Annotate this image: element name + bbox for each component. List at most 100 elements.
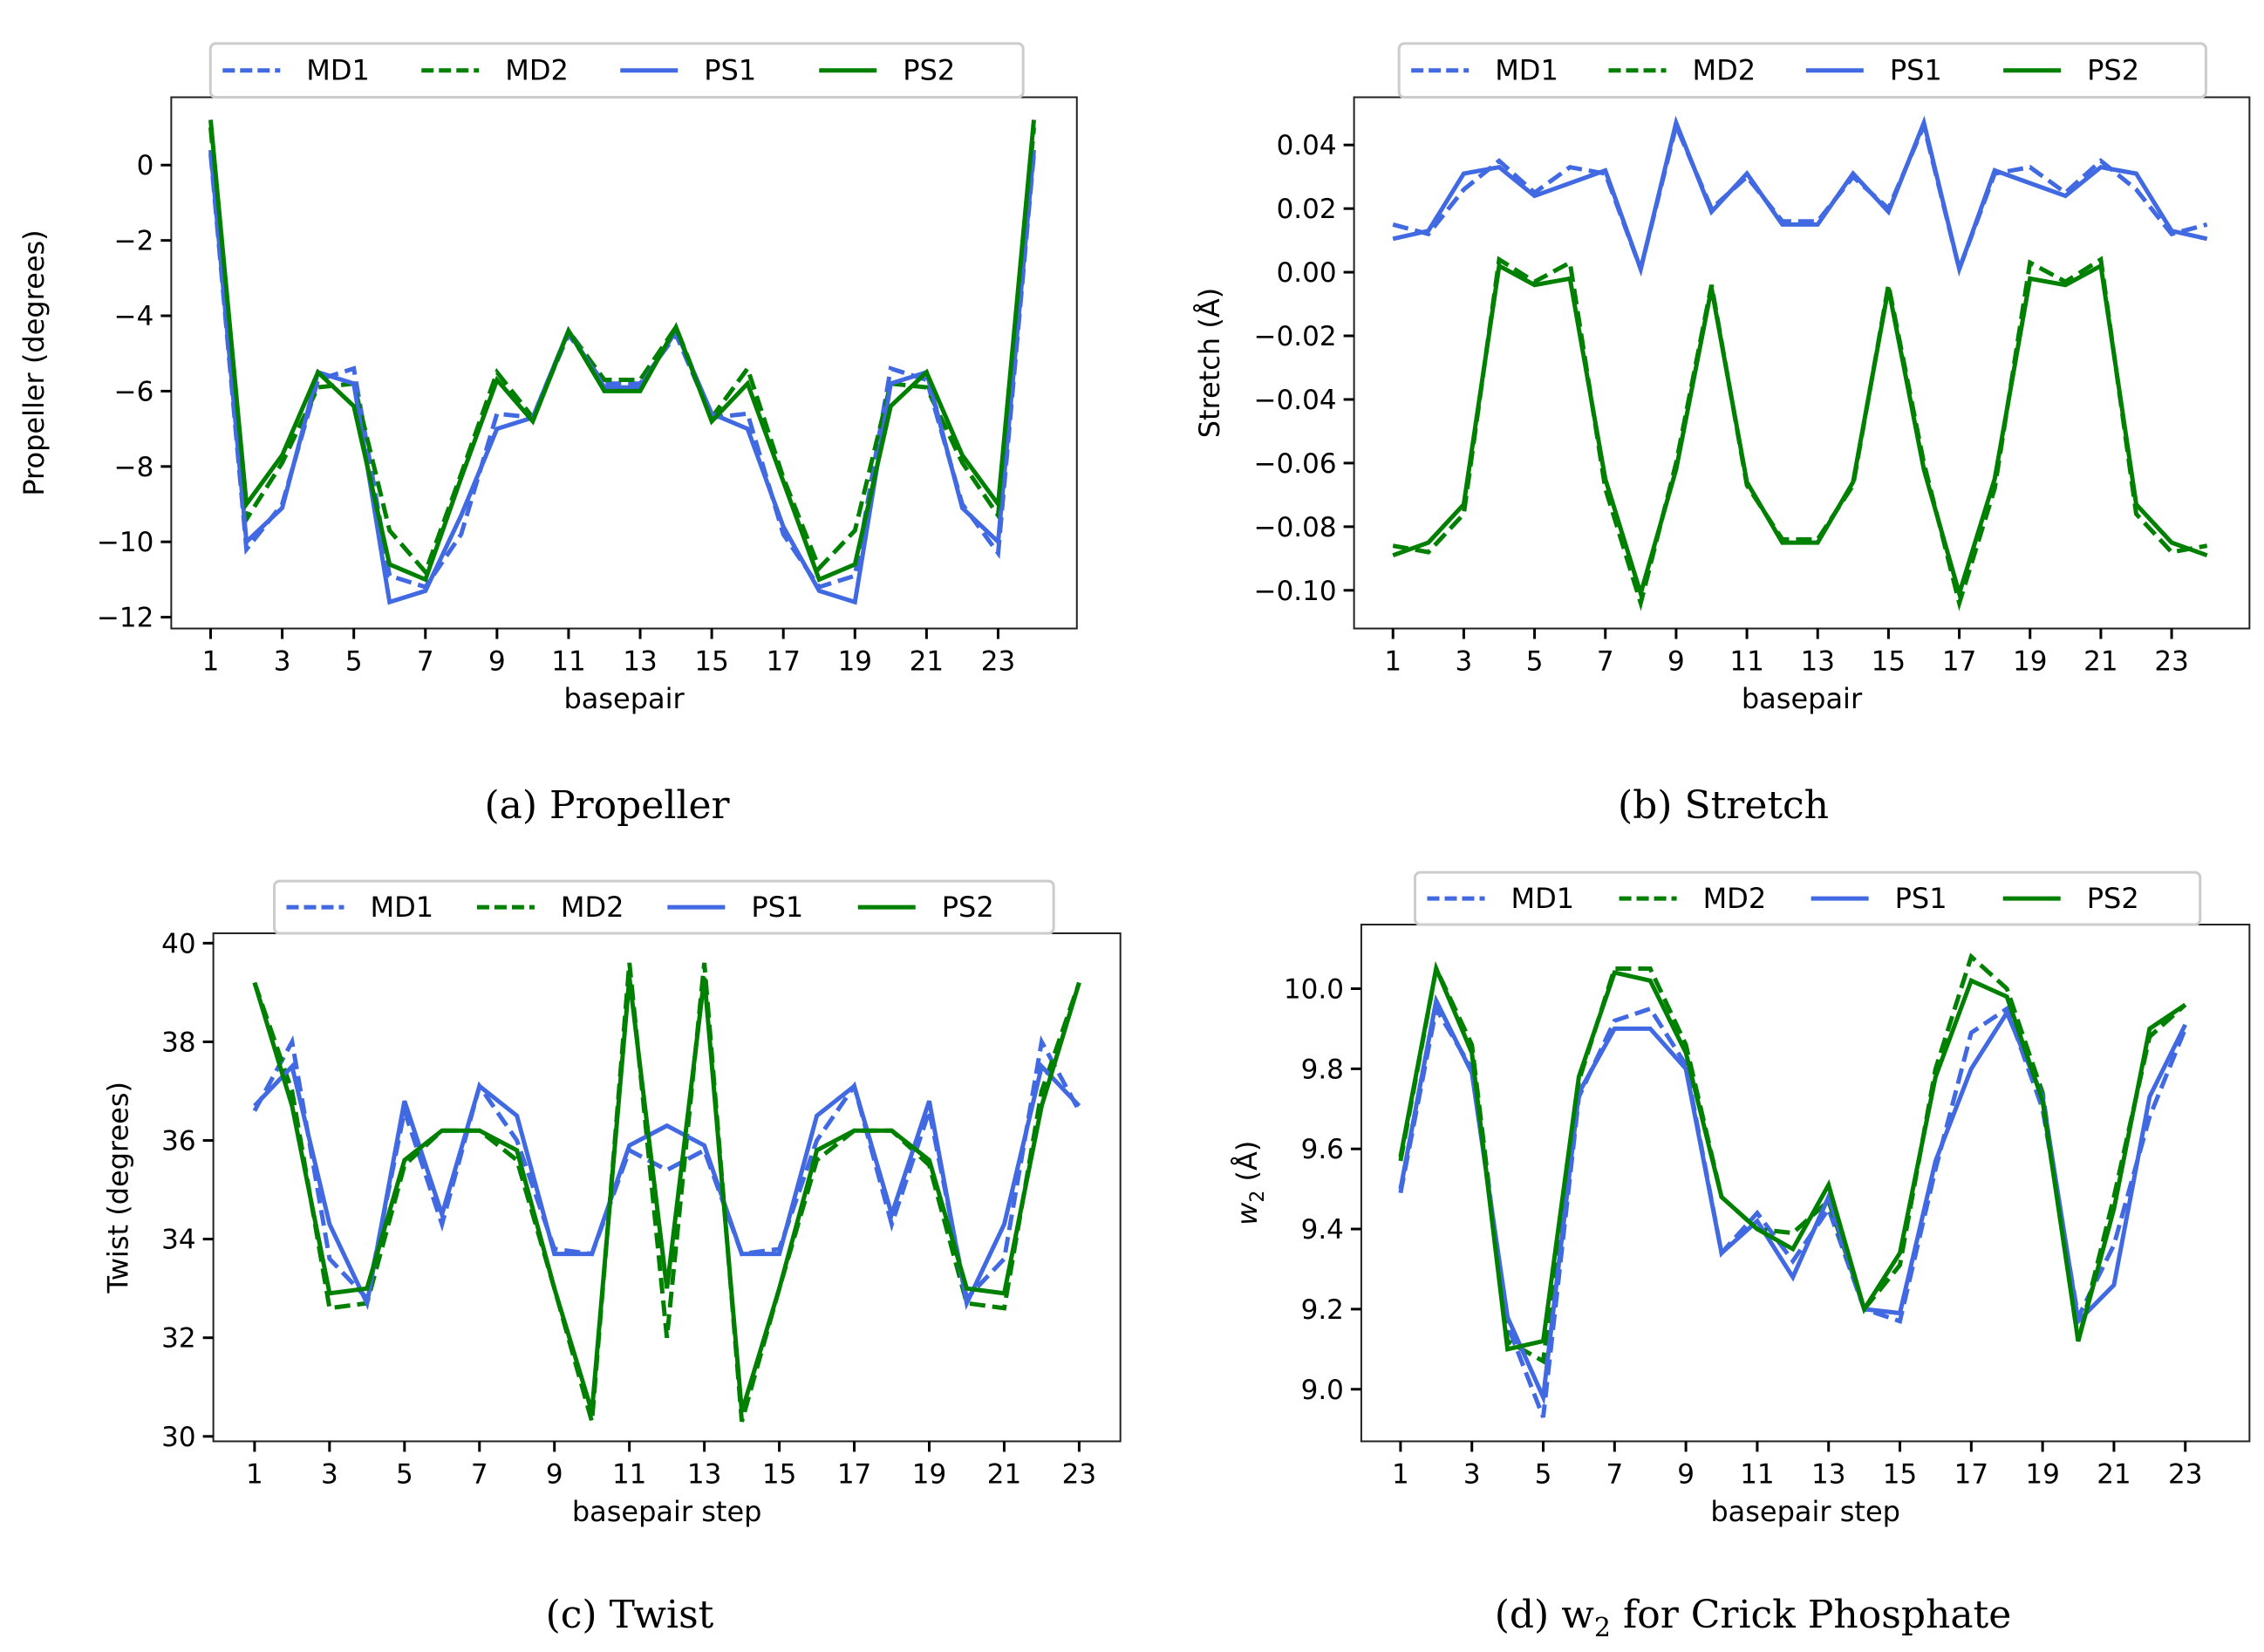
y-tick-label: 0 — [137, 150, 154, 181]
legend-label-ps2: PS2 — [942, 891, 994, 924]
x-tick-label: 9 — [1677, 1458, 1695, 1490]
legend-label-md1: MD1 — [1511, 882, 1575, 915]
y-tick-label: 34 — [161, 1225, 195, 1256]
y-tick-label: −0.06 — [1254, 448, 1337, 480]
x-tick-label: 17 — [1942, 646, 1976, 678]
x-tick-label: 19 — [2025, 1458, 2059, 1490]
x-axis-label: basepair step — [572, 1495, 762, 1528]
legend-label-ps2: PS2 — [2087, 54, 2139, 87]
legend-label-md2: MD2 — [561, 891, 624, 924]
series-line-ps1 — [1392, 115, 2208, 277]
x-tick-label: 17 — [1954, 1458, 1988, 1490]
chart-twist: 1 3 5 7 9 11 13 15 17 19 21 23403836343230basepair … — [101, 879, 1122, 1528]
series-line-md1 — [208, 154, 1036, 590]
legend-label-md1: MD1 — [371, 891, 434, 924]
y-tick-label: −6 — [114, 376, 154, 407]
caption-twist: (c) Twist — [546, 1593, 714, 1637]
x-tick-label: 19 — [838, 646, 872, 678]
x-tick-label: 7 — [417, 646, 434, 678]
series-line-md2 — [208, 126, 1036, 577]
series-line-md2 — [1392, 256, 2208, 611]
x-tick-label: 7 — [1597, 646, 1614, 678]
x-tick-label: 13 — [687, 1458, 721, 1490]
y-tick-label: 9.4 — [1301, 1214, 1344, 1246]
x-tick-label: 15 — [762, 1458, 796, 1490]
y-tick-label: 0.00 — [1277, 257, 1337, 289]
x-axis-label: basepair step — [1710, 1495, 1900, 1528]
x-tick-label: 1 — [1384, 646, 1401, 678]
legend: MD1 MD2 PS1 PS2 — [1397, 42, 2207, 99]
y-tick-label: 40 — [161, 928, 195, 959]
x-tick-label: 15 — [1883, 1458, 1917, 1490]
x-tick-label: 7 — [1606, 1458, 1623, 1490]
legend: MD1 MD2 PS1 PS2 — [273, 879, 1055, 935]
x-tick-label: 1 — [202, 646, 220, 678]
x-tick-label: 11 — [1740, 1458, 1774, 1490]
legend-label-ps1: PS1 — [751, 891, 803, 924]
x-tick-label: 23 — [1062, 1458, 1096, 1490]
chart-stretch: 1 3 5 7 9 11 13 15 17 19 21 230.040.020.00−0.02−0.0… — [1193, 42, 2251, 715]
y-axis-label: w2 (Å) — [1231, 1141, 1269, 1225]
y-tick-label: −0.08 — [1254, 512, 1337, 543]
x-tick-label: 5 — [345, 646, 363, 678]
x-tick-label: 15 — [694, 646, 728, 678]
axes-frame — [170, 96, 1078, 630]
series-line-md1 — [1392, 119, 2208, 276]
chart-propeller: 1 3 5 7 9 11 13 15 17 19 21 230−2−4−6−8−10−12basepa… — [17, 42, 1078, 715]
x-tick-label: 19 — [2013, 646, 2047, 678]
x-tick-label: 9 — [488, 646, 506, 678]
x-tick-label: 21 — [987, 1458, 1021, 1490]
legend-label-ps1: PS1 — [1895, 882, 1947, 915]
legend-label-ps2: PS2 — [2087, 882, 2139, 915]
legend-box — [1414, 870, 2202, 926]
x-tick-label: 3 — [321, 1458, 338, 1490]
caption-text-prefix: (d) w — [1494, 1593, 1594, 1637]
legend: MD1 MD2 PS1 PS2 — [208, 42, 1025, 99]
caption-text-subscript: 2 — [1593, 1612, 1611, 1643]
y-tick-label: 36 — [161, 1126, 195, 1157]
x-tick-label: 13 — [1801, 646, 1835, 678]
series-line-md2 — [1398, 952, 2187, 1365]
y-tick-label: −0.10 — [1254, 576, 1337, 607]
y-axis-label: Stretch (Å) — [1193, 288, 1226, 438]
y-tick-label: 9.2 — [1301, 1294, 1344, 1326]
caption-text-suffix: for Crick Phosphate — [1610, 1593, 2012, 1637]
caption-stretch: (b) Stretch — [1618, 783, 1829, 828]
caption-w2: (d) w2 for Crick Phosphate — [1495, 1593, 2012, 1643]
series-line-ps2 — [1398, 960, 2187, 1352]
y-tick-label: −2 — [114, 226, 154, 257]
legend: MD1 MD2 PS1 PS2 — [1414, 870, 2202, 926]
x-tick-label: 11 — [551, 646, 585, 678]
y-tick-label: 38 — [161, 1027, 195, 1058]
x-tick-label: 9 — [1667, 646, 1685, 678]
x-tick-label: 13 — [1811, 1458, 1845, 1490]
y-tick-label: 0.04 — [1277, 130, 1337, 161]
series-line-ps1 — [1398, 993, 2187, 1406]
y-tick-label: 9.6 — [1301, 1134, 1344, 1165]
y-tick-label: −0.04 — [1254, 385, 1337, 416]
series-line-md2 — [252, 962, 1081, 1423]
legend-box — [273, 879, 1055, 935]
series-line-ps2 — [1392, 262, 2208, 602]
x-tick-label: 3 — [1463, 1458, 1481, 1490]
x-tick-label: 5 — [1526, 646, 1544, 678]
caption-text: (c) Twist — [545, 1593, 714, 1637]
series-line-ps1 — [253, 1062, 1081, 1311]
x-tick-label: 5 — [396, 1458, 413, 1490]
x-tick-label: 1 — [246, 1458, 263, 1490]
x-tick-label: 23 — [2154, 646, 2188, 678]
series-line-ps2 — [252, 977, 1081, 1413]
y-axis-label: Propeller (degrees) — [17, 229, 51, 495]
x-tick-label: 11 — [612, 1458, 646, 1490]
x-tick-label: 19 — [912, 1458, 946, 1490]
series-line-ps2 — [208, 119, 1036, 583]
y-tick-label: −12 — [97, 603, 153, 634]
x-tick-label: 21 — [910, 646, 944, 678]
legend-label-md1: MD1 — [306, 54, 370, 87]
y-tick-label: 32 — [161, 1323, 195, 1355]
y-tick-label: −8 — [114, 452, 154, 483]
legend-label-ps2: PS2 — [903, 54, 955, 87]
legend-box — [1397, 42, 2207, 99]
plot-area — [1398, 952, 2188, 1418]
